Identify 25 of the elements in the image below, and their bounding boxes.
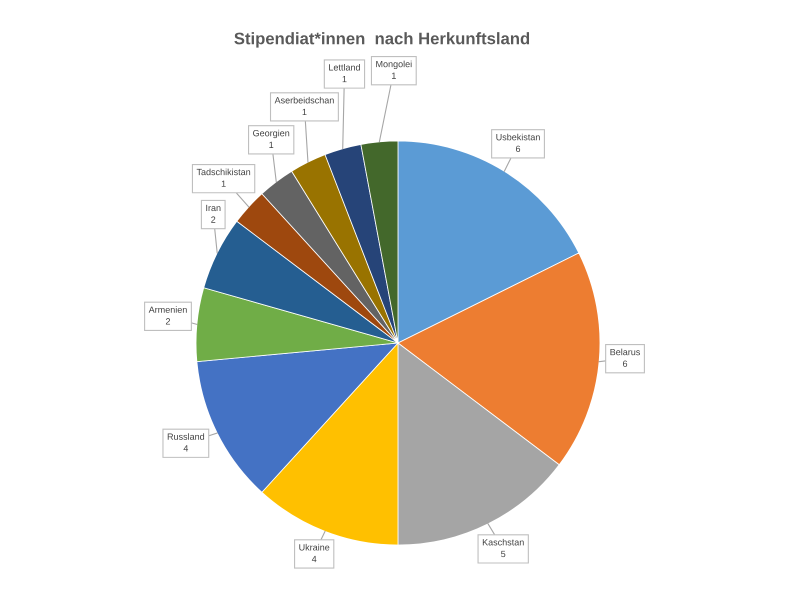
slice-label: Tadschikistan — [196, 168, 250, 176]
slice-label: Aserbeidschan — [274, 96, 334, 104]
slice-label: Kaschstan — [482, 538, 524, 546]
slice-label: Belarus — [610, 348, 640, 356]
slice-label: Russland — [168, 433, 204, 440]
data-label: 4 — [184, 445, 188, 452]
slice-label: Georgien — [253, 130, 290, 138]
data-label: 1 — [392, 72, 396, 79]
slice-label: Mongolei — [376, 60, 412, 70]
slice-label: Armenien — [148, 306, 187, 313]
chart-title: Stipendiat*innen nach Herkunftsland — [234, 32, 530, 48]
data-label: 1 — [269, 142, 274, 148]
data-label: 6 — [622, 360, 628, 367]
data-label: 6 — [516, 146, 520, 152]
data-label: 1 — [222, 180, 226, 187]
data-label: 1 — [302, 108, 307, 116]
data-label: 2 — [166, 318, 170, 324]
data-label: 2 — [211, 216, 216, 223]
data-label: 5 — [501, 550, 506, 558]
data-label: 1 — [342, 76, 347, 82]
slice-label: Usbekistan — [496, 134, 540, 140]
slice-label: Lettland — [329, 64, 360, 71]
data-label: 4 — [312, 556, 316, 562]
slice-label: Iran — [206, 204, 220, 212]
slice-label: Ukraine — [299, 544, 330, 551]
